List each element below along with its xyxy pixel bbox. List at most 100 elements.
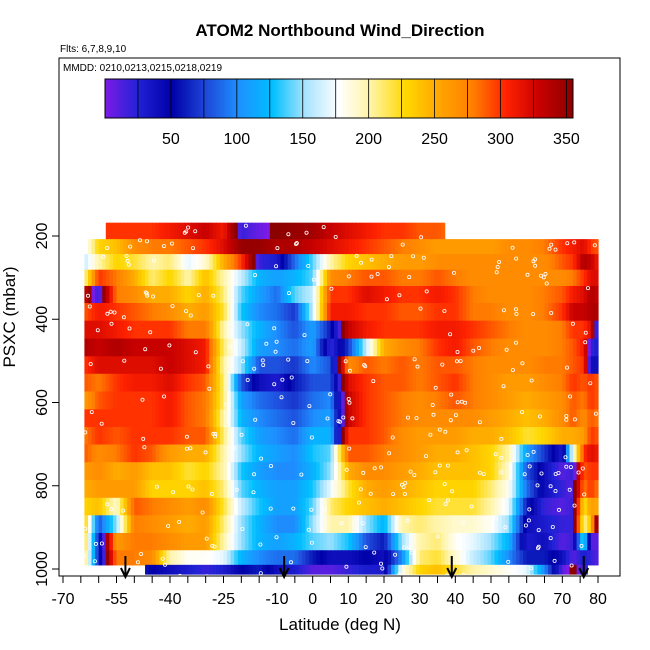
- colorbar-swatch: [454, 79, 457, 118]
- heatmap-cell: [355, 427, 360, 446]
- heatmap-cell: [544, 480, 549, 499]
- heatmap-cell: [494, 373, 499, 393]
- heatmap-cell: [419, 462, 424, 481]
- heatmap-cell: [562, 515, 567, 534]
- heatmap-cell: [351, 444, 357, 463]
- heatmap-cell: [266, 391, 271, 410]
- heatmap-cell: [391, 480, 396, 499]
- heatmap-cell: [573, 254, 578, 271]
- heatmap-cell: [473, 356, 478, 375]
- heatmap-cell: [120, 303, 125, 322]
- observation-point: [311, 277, 316, 282]
- heatmap-cell: [587, 269, 592, 287]
- heatmap-cell: [134, 338, 139, 357]
- heatmap-cell: [537, 239, 542, 255]
- heatmap-cell: [433, 239, 439, 255]
- heatmap-cell: [123, 303, 128, 322]
- heatmap-cell: [187, 239, 192, 255]
- colorbar-swatch: [282, 79, 285, 118]
- heatmap-cell: [558, 497, 563, 516]
- heatmap-cell: [227, 222, 232, 240]
- observation-point: [583, 330, 588, 335]
- heatmap-cell: [451, 338, 456, 357]
- heatmap-cell: [252, 532, 257, 551]
- observation-point: [309, 540, 314, 545]
- heatmap-cell: [362, 550, 367, 566]
- heatmap-cell: [127, 269, 132, 287]
- heatmap-cell: [491, 239, 496, 255]
- heatmap-cell: [423, 515, 428, 534]
- heatmap-cell: [237, 564, 242, 575]
- heatmap-cell: [491, 550, 496, 566]
- heatmap-cell: [466, 338, 471, 357]
- heatmap-cell: [223, 409, 228, 428]
- heatmap-cell: [515, 373, 521, 393]
- heatmap-cell: [95, 239, 100, 255]
- heatmap-cell: [455, 480, 460, 499]
- heatmap-cell: [237, 550, 242, 566]
- heatmap-cell: [433, 269, 439, 287]
- heatmap-cell: [227, 497, 232, 516]
- heatmap-cell: [430, 532, 435, 551]
- heatmap-cell: [177, 338, 182, 357]
- heatmap-cell: [512, 373, 517, 393]
- heatmap-cell: [177, 409, 182, 428]
- heatmap-cell: [255, 532, 260, 551]
- heatmap-cell: [230, 356, 235, 375]
- heatmap-cell: [419, 222, 424, 240]
- observation-point: [531, 259, 536, 264]
- heatmap-cell: [109, 356, 114, 375]
- colorbar-swatch: [485, 79, 488, 118]
- colorbar-swatch: [262, 79, 266, 118]
- heatmap-cell: [112, 303, 118, 322]
- heatmap-cell: [177, 444, 182, 463]
- heatmap-cell: [469, 409, 474, 428]
- heatmap-cell: [526, 269, 531, 287]
- heatmap-cell: [344, 338, 349, 357]
- heatmap-cell: [219, 427, 225, 446]
- heatmap-cell: [87, 444, 93, 463]
- heatmap-cell: [145, 564, 150, 575]
- heatmap-cell: [369, 515, 374, 534]
- heatmap-cell: [209, 515, 214, 534]
- heatmap-cell: [105, 515, 110, 534]
- heatmap-cell: [487, 532, 492, 551]
- heatmap-cell: [309, 532, 314, 551]
- heatmap-cell: [305, 356, 310, 375]
- heatmap-cell: [173, 497, 178, 516]
- heatmap-cell: [237, 532, 242, 551]
- heatmap-cell: [266, 409, 271, 428]
- heatmap-cell: [255, 254, 260, 271]
- heatmap-cell: [548, 480, 553, 499]
- heatmap-cell: [491, 427, 496, 446]
- heatmap-cell: [309, 409, 314, 428]
- heatmap-cell: [234, 515, 239, 534]
- heatmap-cell: [480, 373, 485, 393]
- colorbar-swatch: [325, 79, 328, 118]
- heatmap-cell: [95, 303, 100, 322]
- heatmap-cell: [223, 532, 228, 551]
- heatmap-cell: [515, 444, 521, 463]
- heatmap-cell: [416, 222, 421, 240]
- heatmap-cell: [398, 444, 403, 463]
- heatmap-cell: [312, 480, 317, 499]
- heatmap-cell: [291, 239, 296, 255]
- heatmap-cell: [134, 391, 139, 410]
- heatmap-cell: [469, 444, 474, 463]
- x-axis: -70 -55 -40 -25 -10 0 10 20 30 40 50 60 70 80: [51, 576, 607, 608]
- heatmap-cell: [323, 497, 328, 516]
- heatmap-cell: [134, 320, 139, 340]
- heatmap-cell: [476, 564, 481, 575]
- heatmap-cell: [565, 409, 571, 428]
- heatmap-cell: [216, 254, 221, 271]
- heatmap-cell: [294, 532, 299, 551]
- heatmap-cell: [583, 356, 588, 375]
- heatmap-cell: [298, 269, 303, 287]
- heatmap-cell: [177, 269, 182, 287]
- heatmap-cell: [330, 515, 335, 534]
- heatmap-cell: [376, 444, 382, 463]
- heatmap-cell: [105, 285, 110, 304]
- heatmap-cell: [212, 515, 217, 534]
- heatmap-cell: [519, 356, 524, 375]
- heatmap-cell: [241, 391, 246, 410]
